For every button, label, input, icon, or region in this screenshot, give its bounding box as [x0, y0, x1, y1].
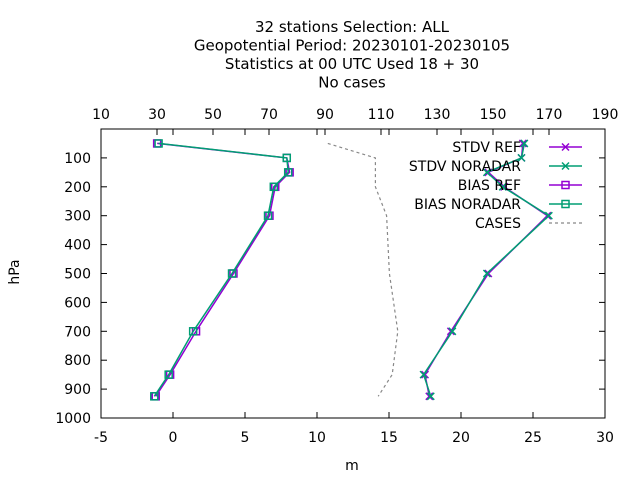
data-point — [520, 139, 529, 148]
chart-title-line: 32 stations Selection: ALL — [255, 18, 450, 36]
y-tick-label: 500 — [64, 267, 91, 283]
legend-label: CASES — [475, 216, 521, 232]
data-point — [419, 370, 428, 379]
data-point — [188, 327, 198, 336]
data-point — [498, 182, 507, 191]
data-point — [164, 370, 173, 379]
x-tick-label: 5 — [241, 430, 250, 446]
data-point — [269, 182, 279, 192]
x-tick-label: 0 — [169, 430, 178, 446]
data-point — [283, 168, 293, 177]
y-tick-label: 800 — [64, 353, 91, 369]
series-line — [153, 142, 289, 397]
legend-label: STDV NORADAR — [409, 159, 521, 175]
x-tick-label: 20 — [452, 430, 470, 446]
x-tick-label: -5 — [94, 430, 108, 446]
x-tick-label: 10 — [308, 430, 326, 446]
y-tick-label: 700 — [64, 324, 91, 340]
data-point — [561, 180, 570, 190]
legend-label: BIAS NORADAR — [414, 197, 521, 213]
data-point — [426, 392, 435, 401]
series-group — [150, 139, 553, 401]
y-axis: 100 200 300 400 500 600 700 800 900 1000 — [55, 151, 605, 427]
x2-axis: 10 30 50 70 90 110 130 150 170 190 — [92, 107, 618, 135]
data-point — [420, 370, 430, 379]
chart-title-line: No cases — [318, 74, 386, 92]
legend-label: STDV REF — [452, 140, 521, 156]
y-tick-label: 1000 — [55, 411, 91, 427]
x-axis-label: m — [345, 458, 359, 474]
data-point — [448, 327, 457, 336]
y-tick-label: 100 — [64, 151, 91, 167]
data-point — [517, 153, 526, 162]
data-point — [561, 142, 570, 152]
series-line — [327, 142, 399, 397]
data-point — [282, 153, 292, 163]
x2-tick-label: 70 — [260, 107, 278, 123]
y-axis-label: hPa — [7, 259, 23, 284]
data-point — [227, 269, 237, 278]
x2-tick-label: 130 — [424, 107, 451, 123]
legend-label: BIAS REF — [458, 178, 521, 194]
data-point — [482, 168, 491, 177]
data-point — [561, 161, 570, 171]
x2-tick-label: 10 — [92, 107, 110, 123]
x-tick-label: 30 — [596, 430, 614, 446]
x2-tick-label: 170 — [536, 107, 563, 123]
x2-tick-label: 50 — [204, 107, 222, 123]
x-tick-label: 15 — [380, 430, 398, 446]
chart-title-line: Geopotential Period: 20230101-20230105 — [194, 37, 510, 55]
data-point — [482, 269, 491, 278]
x2-tick-label: 150 — [480, 107, 507, 123]
x-tick-label: 25 — [524, 430, 542, 446]
data-point — [263, 211, 273, 220]
chart-title-line: Statistics at 00 UTC Used 18 + 30 — [225, 55, 479, 73]
data-point — [154, 139, 163, 148]
data-point — [518, 139, 527, 148]
x2-tick-label: 110 — [368, 107, 395, 123]
data-point — [150, 392, 159, 401]
y-tick-label: 200 — [64, 180, 91, 196]
data-point — [425, 392, 434, 401]
x2-tick-label: 30 — [148, 107, 166, 123]
x2-tick-label: 190 — [592, 107, 619, 123]
y-tick-label: 600 — [64, 295, 91, 311]
series-line — [155, 142, 291, 397]
plot-frame — [100, 128, 606, 419]
x-axis: -5 0 5 10 15 20 25 30 — [94, 129, 614, 446]
x2-tick-label: 90 — [316, 107, 334, 123]
y-tick-label: 900 — [64, 382, 91, 398]
y-tick-label: 300 — [64, 209, 91, 225]
data-point — [544, 211, 553, 220]
data-point — [561, 199, 570, 209]
legend: STDV REF STDV NORADAR BIAS REF BIAS NORADAR… — [409, 140, 582, 232]
y-tick-label: 400 — [64, 238, 91, 254]
